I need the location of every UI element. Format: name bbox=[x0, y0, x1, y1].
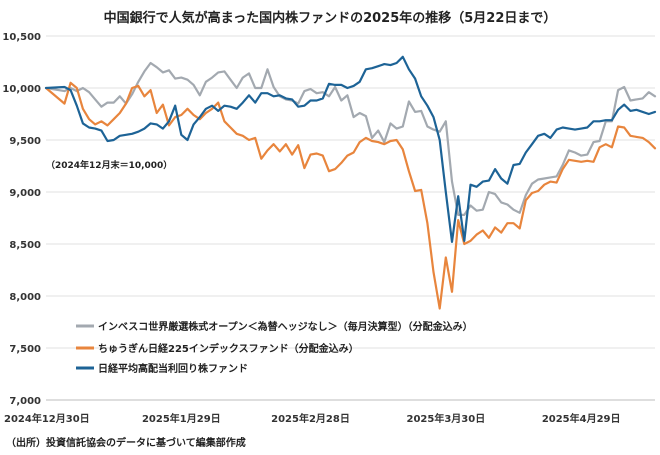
legend: インベスコ世界厳選株式オープン＜為替ヘッジなし＞（毎月決算型）（分配金込み） ちゅ… bbox=[76, 320, 473, 375]
y-axis-tick-labels: 7,000 7,500 8,000 8,500 9,000 9,500 10,000 10,5… bbox=[2, 32, 41, 407]
legend-label-1: インベスコ世界厳選株式オープン＜為替ヘッジなし＞（毎月決算型）（分配金込み） bbox=[98, 320, 473, 333]
legend-label-2: ちゅうぎん日経225インデックスファンド（分配金込み） bbox=[98, 342, 359, 355]
chart-title: 中国銀行で人気が高まった国内株ファンドの2025年の推移（5月22日まで） bbox=[103, 11, 557, 26]
x-tick-label: 2024年12月30日 bbox=[4, 412, 90, 425]
legend-label-3: 日経平均高配当利回り株ファンド bbox=[98, 362, 248, 375]
x-tick-label: 2025年2月28日 bbox=[271, 412, 350, 425]
series-line-2 bbox=[44, 81, 657, 310]
source-note: （出所）投資信託協会のデータに基づいて編集部作成 bbox=[6, 438, 246, 449]
baseline-annotation: （2024年12月末＝10,000） bbox=[46, 159, 172, 171]
x-tick-label: 2025年3月30日 bbox=[406, 412, 485, 425]
x-tick-label: 2025年1月29日 bbox=[142, 412, 221, 425]
x-axis-tick-labels: 2024年12月30日 2025年1月29日 2025年2月28日 2025年3月30… bbox=[4, 412, 621, 425]
y-tick-label: 8,000 bbox=[9, 292, 41, 303]
y-tick-label: 8,500 bbox=[9, 240, 41, 251]
y-tick-label: 10,500 bbox=[2, 32, 41, 43]
y-tick-label: 10,000 bbox=[2, 84, 41, 95]
series-line-1 bbox=[44, 61, 657, 216]
y-tick-label: 9,000 bbox=[9, 188, 41, 199]
y-tick-label: 7,000 bbox=[9, 396, 41, 407]
series-lines bbox=[44, 55, 657, 310]
y-tick-label: 9,500 bbox=[9, 136, 41, 147]
y-tick-label: 7,500 bbox=[9, 344, 41, 355]
series-line-3 bbox=[44, 55, 657, 243]
x-tick-label: 2025年4月29日 bbox=[542, 412, 621, 425]
